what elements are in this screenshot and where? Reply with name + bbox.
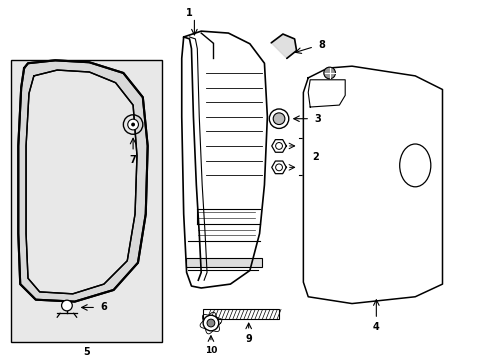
- Circle shape: [206, 319, 214, 327]
- Text: 1: 1: [186, 8, 192, 18]
- Circle shape: [273, 113, 285, 125]
- Text: 2: 2: [312, 152, 319, 162]
- Bar: [203, 309, 279, 319]
- Bar: [11, 60, 162, 342]
- Bar: [185, 258, 261, 267]
- Circle shape: [131, 123, 135, 126]
- Polygon shape: [303, 66, 442, 303]
- Circle shape: [323, 67, 335, 79]
- Circle shape: [203, 315, 218, 331]
- Circle shape: [269, 109, 288, 129]
- Text: 7: 7: [129, 154, 136, 165]
- Text: 10: 10: [204, 346, 217, 355]
- Text: 6: 6: [101, 302, 107, 312]
- Text: 5: 5: [83, 347, 90, 357]
- Polygon shape: [18, 60, 147, 302]
- Text: 3: 3: [314, 114, 321, 124]
- Text: 8: 8: [318, 40, 325, 50]
- Text: 9: 9: [245, 334, 251, 343]
- Text: 4: 4: [372, 322, 379, 332]
- Circle shape: [61, 300, 72, 311]
- Circle shape: [127, 119, 138, 130]
- Polygon shape: [271, 34, 296, 58]
